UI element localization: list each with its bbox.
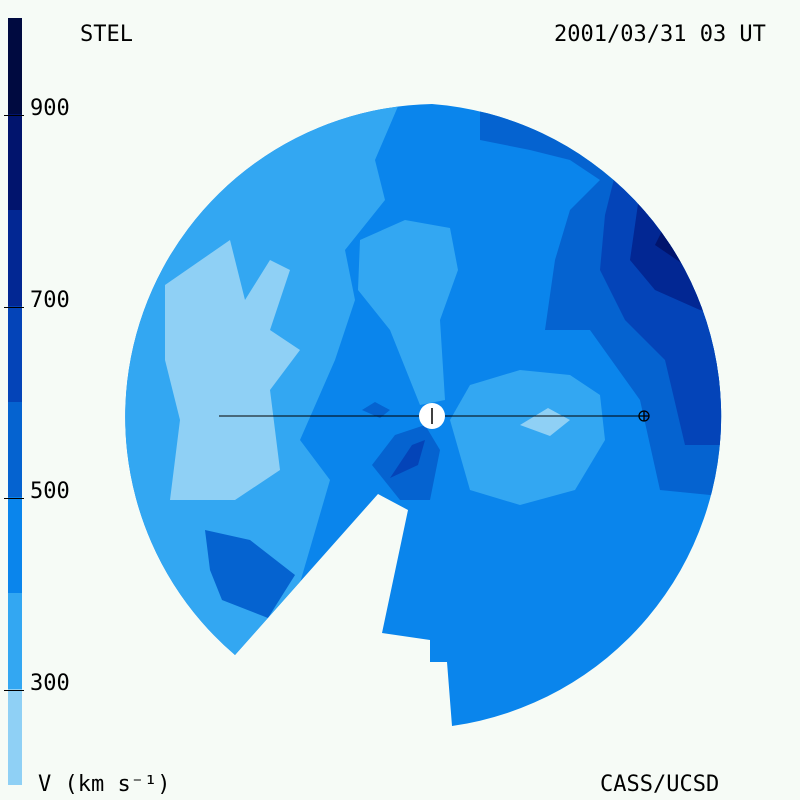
colorbar-level-300 <box>8 593 22 690</box>
colorbar-tick-label-900: 900 <box>30 95 70 121</box>
colorbar-tick-label-500: 500 <box>30 479 70 505</box>
region-near-sun-left <box>362 402 390 418</box>
colorbar-tick-900 <box>4 114 24 116</box>
colorbar-level-400 <box>8 497 22 594</box>
header-timestamp: 2001/03/31 03 UT <box>554 22 766 47</box>
earth-icon <box>638 410 650 422</box>
region-left-slowest <box>165 240 300 500</box>
colorbar-tick-label-700: 700 <box>30 287 70 313</box>
colorbar-tick-label-300: 300 <box>30 671 70 697</box>
colorbar-level-200 <box>8 689 22 785</box>
region-near-sun-faster <box>390 440 425 478</box>
region-right-center-slow <box>450 370 605 505</box>
colorbar <box>8 18 22 785</box>
colorbar-level-800 <box>8 113 22 210</box>
colorbar-tick-300 <box>4 690 24 692</box>
colorbar-level-900 <box>8 18 22 114</box>
colorbar-label: V (km s⁻¹) <box>38 772 171 797</box>
header-left-label: STEL <box>80 22 133 47</box>
region-far-right-slow <box>738 385 760 455</box>
region-upper-center-slow <box>358 220 458 405</box>
colorbar-tick-700 <box>4 306 24 308</box>
colorbar-level-700 <box>8 209 22 306</box>
colorbar-level-600 <box>8 305 22 402</box>
region-lower-left-fast <box>205 530 295 618</box>
region-right-center-slowest <box>520 408 570 436</box>
colorbar-tick-500 <box>4 498 24 500</box>
colorbar-level-500 <box>8 401 22 498</box>
footer-credit: CASS/UCSD <box>600 772 720 797</box>
